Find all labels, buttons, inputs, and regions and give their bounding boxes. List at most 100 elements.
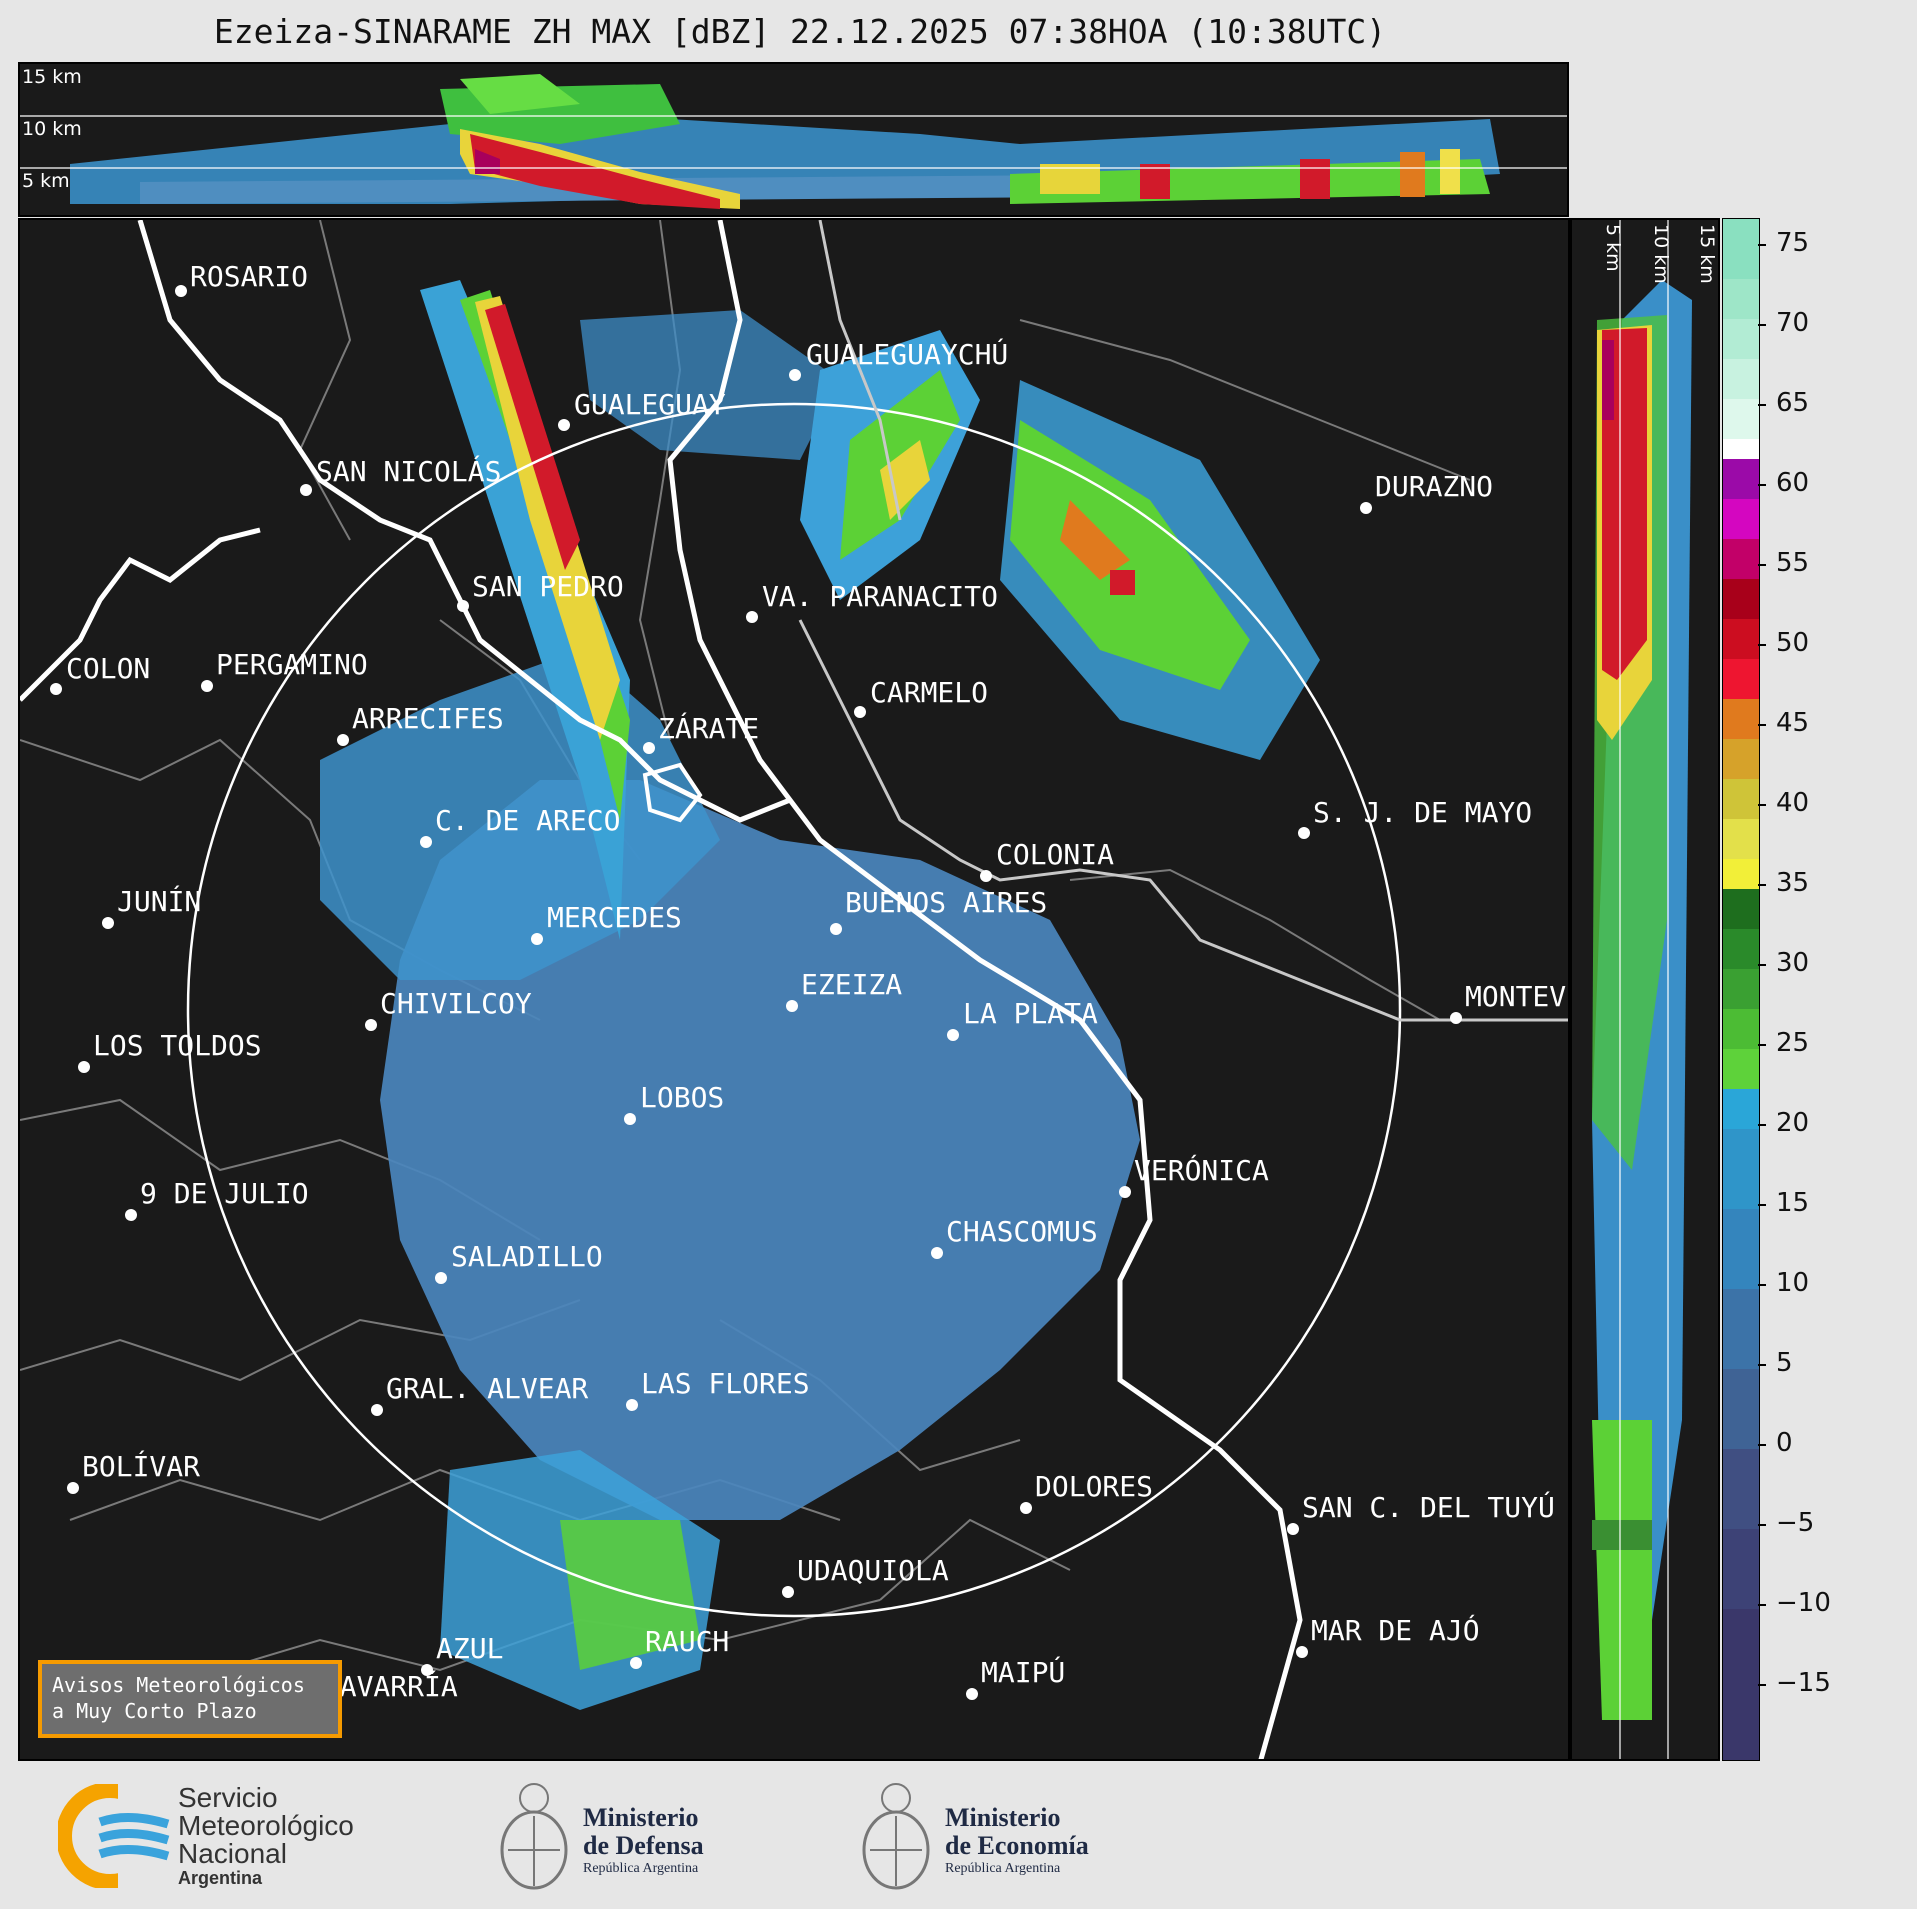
city-dot-saladillo	[435, 1272, 447, 1284]
city-dot-gualeguaychu	[789, 369, 801, 381]
colorbar-tick-label: 10	[1776, 1268, 1810, 1298]
side-cross-section-plot	[1592, 220, 1692, 1759]
side-height-label-15km: 15 km	[1696, 224, 1718, 284]
colorbar-tick-mark	[1758, 1044, 1766, 1046]
city-dot-arrecifes	[337, 734, 349, 746]
colorbar-tick-mark	[1758, 804, 1766, 806]
colorbar-tick-mark	[1758, 564, 1766, 566]
colorbar-tick-mark	[1758, 724, 1766, 726]
avisos-line2: a Muy Corto Plazo	[52, 1699, 257, 1723]
top-cross-section-plot	[20, 74, 1567, 209]
city-label-zarate: ZÁRATE	[658, 712, 760, 745]
city-label-sj-de-mayo: S. J. DE MAYO	[1313, 796, 1533, 829]
city-label-gualeguay: GUALEGUAY	[574, 388, 726, 421]
side-height-label-10km: 10 km	[1650, 224, 1672, 284]
city-dot-9-de-julio	[125, 1209, 137, 1221]
dbz-colorbar	[1722, 218, 1760, 1761]
city-label-montevideo: MONTEVIDEO	[1465, 980, 1567, 1013]
city-dot-maipu	[966, 1688, 978, 1700]
colorbar-tick-label: 75	[1776, 228, 1810, 258]
city-label-buenos-aires: BUENOS AIRES	[845, 886, 1048, 919]
city-label-rosario: ROSARIO	[190, 260, 309, 293]
uruguay-border	[798, 220, 1568, 1022]
city-label-c-de-areco: C. DE ARECO	[435, 804, 621, 837]
city-label-ezeiza: EZEIZA	[801, 968, 903, 1001]
smn-line3: Nacional	[178, 1838, 287, 1869]
colorbar-tick-label: 35	[1776, 868, 1810, 898]
city-dot-zarate	[643, 742, 655, 754]
city-label-carmelo: CARMELO	[870, 676, 989, 709]
city-label-dolores: DOLORES	[1035, 1470, 1154, 1503]
economia-line2: de Economía	[945, 1831, 1089, 1860]
avisos-box[interactable]: Avisos Meteorológicos a Muy Corto Plazo	[38, 1660, 342, 1738]
city-dot-san-c-del-tuyu	[1287, 1523, 1299, 1535]
city-label-la-plata: LA PLATA	[963, 997, 1098, 1030]
range-ring	[186, 402, 1402, 1618]
city-dot-sj-de-mayo	[1298, 827, 1310, 839]
city-dot-va-paranacito	[746, 611, 758, 623]
city-dot-las-flores	[626, 1399, 638, 1411]
colorbar-tick-label: 15	[1776, 1188, 1810, 1218]
city-dot-veronica	[1119, 1186, 1131, 1198]
city-label-rauch: RAUCH	[645, 1625, 730, 1658]
economia-line1: Ministerio	[945, 1803, 1061, 1832]
colorbar-tick-label: 55	[1776, 548, 1810, 578]
colorbar-tick-mark	[1758, 1604, 1766, 1606]
colorbar-tick-label: 25	[1776, 1028, 1810, 1058]
side-cross-section-panel: 5 km 10 km 15 km	[1570, 218, 1720, 1761]
colorbar-tick-mark	[1758, 1684, 1766, 1686]
defensa-logo-text: Ministerio de Defensa República Argentin…	[583, 1804, 704, 1878]
economia-seal-icon	[862, 1783, 930, 1890]
city-dot-montevideo	[1450, 1012, 1462, 1024]
city-label-saladillo: SALADILLO	[451, 1240, 603, 1273]
city-label-junin: JUNÍN	[117, 885, 202, 918]
avisos-line1: Avisos Meteorológicos	[52, 1673, 305, 1697]
city-label-azul: AZUL	[436, 1632, 504, 1665]
economia-logo-text: Ministerio de Economía República Argenti…	[945, 1804, 1089, 1878]
defensa-line2: de Defensa	[583, 1831, 704, 1860]
city-dot-gualeguay	[558, 419, 570, 431]
city-dot-chivilcoy	[365, 1019, 377, 1031]
city-label-pergamino: PERGAMINO	[216, 648, 368, 681]
colorbar-tick-label: 5	[1776, 1348, 1793, 1378]
city-dot-colonia	[980, 870, 992, 882]
city-dot-lobos	[624, 1113, 636, 1125]
city-dot-dolores	[1020, 1502, 1032, 1514]
radar-map-panel[interactable]	[18, 218, 1570, 1761]
city-label-colonia: COLONIA	[996, 838, 1115, 871]
defensa-line3: República Argentina	[583, 1861, 699, 1876]
city-dot-bolivar	[67, 1482, 79, 1494]
defensa-seal-icon	[500, 1783, 568, 1890]
city-label-lobos: LOBOS	[640, 1081, 725, 1114]
city-label-san-pedro: SAN PEDRO	[472, 570, 624, 603]
city-label-mercedes: MERCEDES	[547, 901, 682, 934]
city-label-san-nicolas: SAN NICOLÁS	[316, 455, 502, 488]
colorbar-tick-mark	[1758, 484, 1766, 486]
city-label-maipu: MAIPÚ	[981, 1656, 1066, 1689]
city-label-las-flores: LAS FLORES	[641, 1367, 810, 1400]
smn-line1: Servicio	[178, 1782, 278, 1813]
colorbar-tick-label: −5	[1776, 1508, 1815, 1538]
defensa-line1: Ministerio	[583, 1803, 699, 1832]
city-label-arrecifes: ARRECIFES	[352, 702, 504, 735]
coastlines	[20, 220, 1303, 1759]
colorbar-tick-mark	[1758, 1124, 1766, 1126]
colorbar-tick-label: 20	[1776, 1108, 1810, 1138]
height-label-10km: 10 km	[22, 118, 82, 140]
colorbar-tick-mark	[1758, 884, 1766, 886]
city-dot-buenos-aires	[830, 923, 842, 935]
city-dot-azul	[421, 1664, 433, 1676]
city-label-bolivar: BOLÍVAR	[82, 1450, 201, 1483]
colorbar-tick-label: 30	[1776, 948, 1810, 978]
city-label-9-de-julio: 9 DE JULIO	[140, 1177, 309, 1210]
city-label-va-paranacito: VA. PARANACITO	[762, 580, 999, 613]
city-dot-mar-de-ajo	[1296, 1646, 1308, 1658]
colorbar-tick-label: 65	[1776, 388, 1810, 418]
city-label-chascomus: CHASCOMUS	[946, 1215, 1098, 1248]
city-dot-durazno	[1360, 502, 1372, 514]
colorbar-tick-label: −15	[1776, 1668, 1831, 1698]
colorbar-tick-mark	[1758, 1284, 1766, 1286]
city-dot-carmelo	[854, 706, 866, 718]
city-label-durazno: DURAZNO	[1375, 470, 1494, 503]
city-dot-chascomus	[931, 1247, 943, 1259]
